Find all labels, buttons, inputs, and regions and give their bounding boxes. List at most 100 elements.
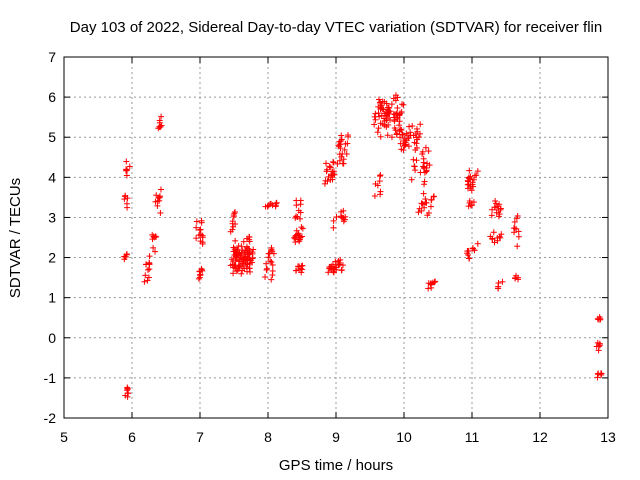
data-point [231, 209, 238, 216]
data-point [193, 218, 200, 225]
data-point [412, 167, 419, 174]
data-point [292, 267, 299, 274]
data-point [239, 267, 246, 274]
data-point [157, 186, 164, 193]
data-point [410, 156, 417, 163]
data-point [299, 225, 306, 232]
data-point [229, 218, 236, 225]
data-point [332, 258, 339, 265]
data-point [125, 390, 132, 397]
data-point [239, 260, 246, 267]
data-point [268, 200, 275, 207]
data-point [144, 266, 151, 273]
data-point [384, 132, 391, 139]
x-tick-label: 10 [396, 429, 412, 445]
data-point [470, 176, 477, 183]
data-point [372, 110, 379, 117]
data-point [495, 280, 502, 287]
data-point [323, 160, 330, 167]
data-point [377, 103, 384, 110]
data-point [263, 266, 270, 273]
data-point [329, 168, 336, 175]
data-point [333, 213, 340, 220]
data-point [123, 158, 130, 165]
data-point [333, 264, 340, 271]
data-point [409, 123, 416, 130]
y-tick-label: 5 [48, 129, 56, 145]
data-point [375, 96, 382, 103]
data-point [326, 264, 333, 271]
data-point [122, 167, 129, 174]
data-point [262, 273, 269, 280]
data-point [265, 254, 272, 261]
data-point [422, 144, 429, 151]
data-point [423, 164, 430, 171]
data-point [377, 133, 384, 140]
data-point [396, 122, 403, 129]
data-point [269, 261, 276, 268]
data-point [594, 339, 601, 346]
data-point [391, 116, 398, 123]
data-point [417, 121, 424, 128]
data-point [243, 244, 250, 251]
data-point [327, 164, 334, 171]
data-point [430, 193, 437, 200]
data-point [273, 199, 280, 206]
data-point [293, 213, 300, 220]
data-point [511, 218, 518, 225]
data-point [399, 101, 406, 108]
y-tick-label: 0 [48, 330, 56, 346]
data-point [196, 232, 203, 239]
data-point [420, 201, 427, 208]
data-point [397, 126, 404, 133]
data-point [149, 231, 156, 238]
data-point [141, 278, 148, 285]
data-point [341, 146, 348, 153]
data-point [153, 233, 160, 240]
data-point [419, 148, 426, 155]
data-point [464, 247, 471, 254]
data-point [420, 163, 427, 170]
data-point [155, 195, 162, 202]
data-points [121, 92, 605, 400]
data-point [379, 98, 386, 105]
data-point [388, 134, 395, 141]
data-point [496, 201, 503, 208]
data-point [493, 200, 500, 207]
data-point [375, 110, 382, 117]
x-tick-label: 5 [60, 429, 68, 445]
data-point [233, 253, 240, 260]
data-point [467, 173, 474, 180]
data-point [495, 213, 502, 220]
data-point [232, 237, 239, 244]
y-tick-label: -2 [44, 410, 57, 426]
data-point [467, 202, 474, 209]
y-tick-label: 3 [48, 209, 56, 225]
data-point [326, 163, 333, 170]
data-point [408, 176, 415, 183]
data-point [337, 141, 344, 148]
data-point [321, 180, 328, 187]
data-point [294, 231, 301, 238]
data-point [397, 140, 404, 147]
data-point [199, 232, 206, 239]
data-point [343, 150, 350, 157]
data-point [375, 125, 382, 132]
data-point [197, 272, 204, 279]
data-point [142, 272, 149, 279]
data-point [336, 138, 343, 145]
data-point [420, 155, 427, 162]
data-point [146, 266, 153, 273]
y-axis-label: SDTVAR / TECUs [7, 178, 24, 298]
data-point [249, 249, 256, 256]
data-point [489, 236, 496, 243]
data-point [399, 131, 406, 138]
data-point [325, 269, 332, 276]
data-point [377, 188, 384, 195]
data-point [427, 203, 434, 210]
data-point [249, 254, 256, 261]
data-point [595, 343, 602, 350]
data-point [420, 190, 427, 197]
data-point [325, 173, 332, 180]
data-point [298, 233, 305, 240]
